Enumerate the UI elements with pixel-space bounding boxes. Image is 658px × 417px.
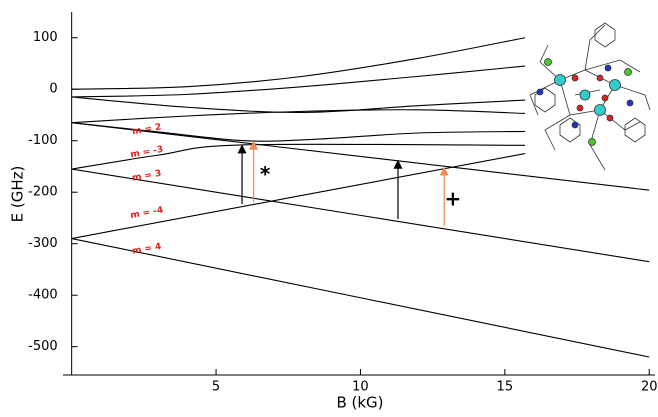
y-tick-label: -300 (28, 236, 58, 251)
x-tick-label: 10 (352, 380, 369, 395)
y-tick-label: 100 (33, 30, 58, 45)
x-axis-label: B (kG) (336, 394, 383, 412)
x-tick-label: 15 (497, 380, 514, 395)
annotation: m = 4 (131, 242, 162, 257)
annotation: m = -3 (130, 145, 164, 161)
energy-level (72, 97, 525, 112)
energy-level (72, 38, 525, 89)
x-tick-label: 20 (641, 380, 658, 395)
annotation: m = 2 (131, 122, 162, 137)
y-tick-label: -100 (28, 133, 58, 148)
annotation: m = -4 (130, 205, 164, 221)
annotation: + (444, 186, 461, 210)
y-tick-label: -200 (28, 185, 58, 200)
y-tick-label: -500 (28, 339, 58, 354)
energy-level (72, 66, 525, 97)
y-tick-label: -400 (28, 288, 58, 303)
y-tick-label: 0 (49, 82, 57, 97)
energy-level (72, 239, 650, 357)
energy-level (72, 110, 525, 123)
annotation: * (260, 162, 271, 186)
molecule-illustration (530, 23, 650, 170)
arrow-head (238, 144, 247, 153)
x-tick-label: 5 (212, 380, 220, 395)
y-axis-label: E (GHz) (9, 166, 27, 223)
chart: E (GHz) B (kG) 100 0 -100 -200 -300 -400 -500 5… (0, 0, 658, 413)
